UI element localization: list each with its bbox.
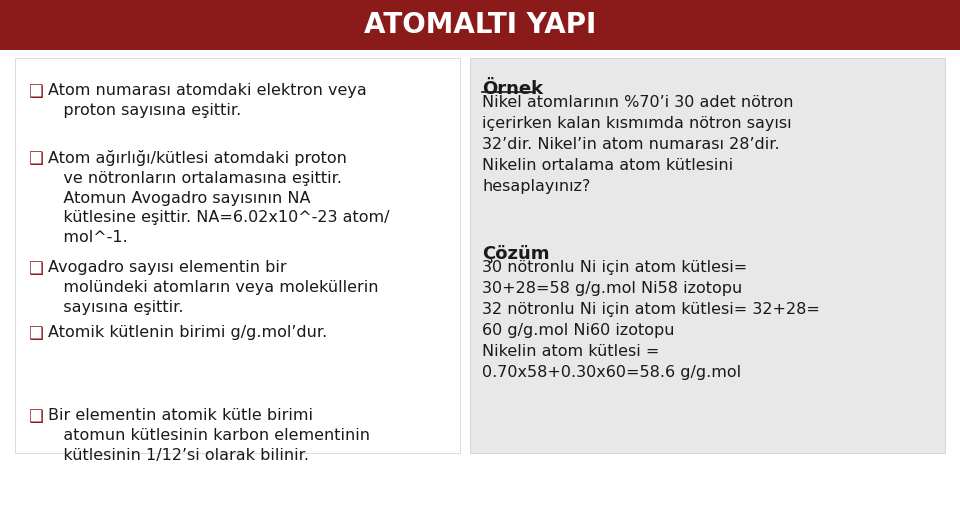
Text: Atom ağırlığı/kütlesi atomdaki proton
   ve nötronların ortalamasına eşittir.
  : Atom ağırlığı/kütlesi atomdaki proton ve… [48, 150, 390, 245]
Text: ❑: ❑ [28, 83, 43, 101]
Text: 30 nötronlu Ni için atom kütlesi=
30+28=58 g/g.mol Ni58 izotopu
32 nötronlu Ni i: 30 nötronlu Ni için atom kütlesi= 30+28=… [482, 260, 820, 380]
FancyBboxPatch shape [470, 58, 945, 453]
Text: ❑: ❑ [28, 325, 43, 343]
Polygon shape [0, 32, 960, 93]
Text: ❑: ❑ [28, 408, 43, 426]
Text: Nikel atomlarının %70’i 30 adet nötron
içerirken kalan kısmımda nötron sayısı
32: Nikel atomlarının %70’i 30 adet nötron i… [482, 95, 794, 194]
Text: Avogadro sayısı elementin bir
   molündeki atomların veya moleküllerin
   sayısı: Avogadro sayısı elementin bir molündeki … [48, 260, 378, 314]
Text: Örnek: Örnek [482, 80, 543, 98]
FancyBboxPatch shape [15, 58, 460, 453]
Text: ❑: ❑ [28, 150, 43, 168]
Text: Çözüm: Çözüm [482, 245, 549, 263]
Text: Atom numarası atomdaki elektron veya
   proton sayısına eşittir.: Atom numarası atomdaki elektron veya pro… [48, 83, 367, 118]
Text: Atomik kütlenin birimi g/g.mol’dur.: Atomik kütlenin birimi g/g.mol’dur. [48, 325, 327, 340]
Text: ❑: ❑ [28, 260, 43, 278]
FancyBboxPatch shape [0, 0, 960, 50]
Text: ATOMALTI YAPI: ATOMALTI YAPI [364, 11, 596, 39]
Text: Bir elementin atomik kütle birimi
   atomun kütlesinin karbon elementinin
   küt: Bir elementin atomik kütle birimi atomun… [48, 408, 370, 463]
Polygon shape [0, 37, 960, 70]
